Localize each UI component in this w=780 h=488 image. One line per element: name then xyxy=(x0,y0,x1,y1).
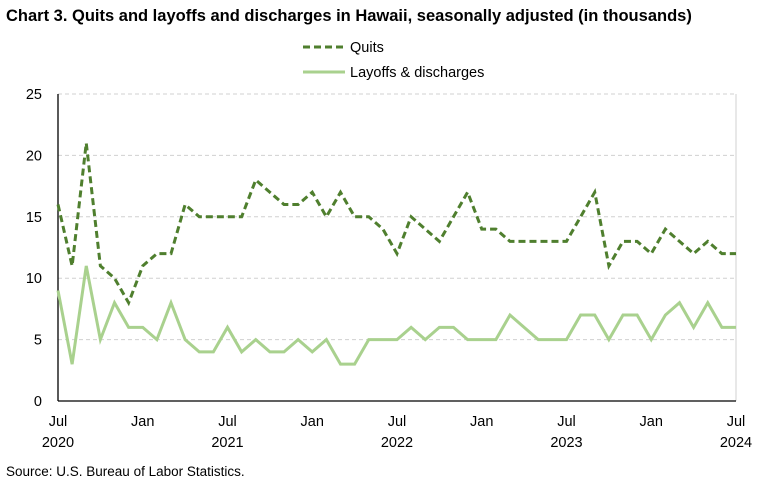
x-tick-label: Jul xyxy=(49,414,68,430)
x-tick-year: 2022 xyxy=(381,435,413,451)
chart-title: Chart 3. Quits and layoffs and discharge… xyxy=(6,7,692,25)
x-tick-label: Jul xyxy=(557,414,576,430)
y-tick-label: 15 xyxy=(26,210,42,226)
y-tick-label: 10 xyxy=(26,271,42,287)
x-tick-year: 2020 xyxy=(42,435,74,451)
x-tick-year: 2024 xyxy=(720,435,752,451)
x-tick-label: Jan xyxy=(131,414,154,430)
series-line-quits xyxy=(56,142,736,307)
legend-label: Quits xyxy=(350,40,384,56)
legend-label: Layoffs & discharges xyxy=(350,65,484,81)
x-tick-year: 2023 xyxy=(550,435,582,451)
y-tick-label: 25 xyxy=(26,87,42,103)
series-line-layoffs xyxy=(56,265,736,366)
x-tick-label: Jul xyxy=(388,414,407,430)
source-note: Source: U.S. Bureau of Labor Statistics. xyxy=(6,464,245,479)
x-tick-label: Jan xyxy=(640,414,663,430)
y-tick-label: 5 xyxy=(34,333,42,349)
x-tick-year: 2021 xyxy=(211,435,243,451)
y-tick-label: 0 xyxy=(34,394,42,410)
x-tick-label: Jul xyxy=(218,414,237,430)
y-tick-label: 20 xyxy=(26,148,42,164)
x-tick-label: Jan xyxy=(470,414,493,430)
x-tick-label: Jul xyxy=(727,414,746,430)
x-tick-label: Jan xyxy=(301,414,324,430)
